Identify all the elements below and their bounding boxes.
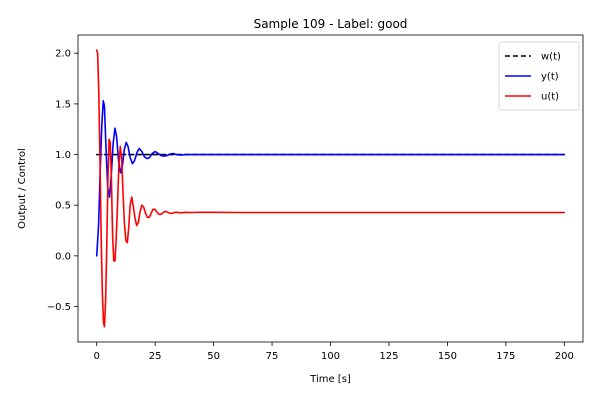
y-tick-label: −0.5: [47, 302, 71, 313]
x-tick-label: 25: [149, 351, 162, 362]
x-tick-label: 100: [321, 351, 340, 362]
series-line-u-t: [95, 49, 566, 328]
legend-label: u(t): [541, 92, 559, 103]
legend-label: y(t): [541, 72, 559, 83]
y-tick-label: 1.5: [55, 99, 71, 110]
x-tick-label: 150: [438, 351, 457, 362]
chart-title: Sample 109 - Label: good: [254, 17, 408, 31]
y-tick-label: 1.0: [55, 150, 71, 161]
x-tick-label: 200: [555, 351, 574, 362]
legend: w(t) y(t) u(t): [498, 41, 580, 111]
y-tick-label: 2.0: [55, 49, 71, 60]
y-tick-label: 0.0: [55, 251, 71, 262]
legend-box: [498, 41, 580, 111]
y-axis: −0.5 0.0 0.5 1.0 1.5 2.0: [47, 49, 78, 313]
x-tick-label: 50: [207, 351, 220, 362]
x-tick-label: 175: [496, 351, 515, 362]
x-tick-label: 75: [266, 351, 279, 362]
x-axis: 0 25 50 75 100 125 150 175 200: [94, 342, 574, 362]
y-tick-label: 0.5: [55, 201, 71, 212]
legend-label: w(t): [541, 52, 561, 63]
series-line-y-t: [95, 100, 566, 257]
plot-area: [95, 49, 566, 328]
x-tick-label: 0: [94, 351, 100, 362]
y-axis-title: Output / Control: [17, 148, 28, 229]
x-tick-label: 125: [379, 351, 398, 362]
x-axis-title: Time [s]: [309, 374, 351, 385]
